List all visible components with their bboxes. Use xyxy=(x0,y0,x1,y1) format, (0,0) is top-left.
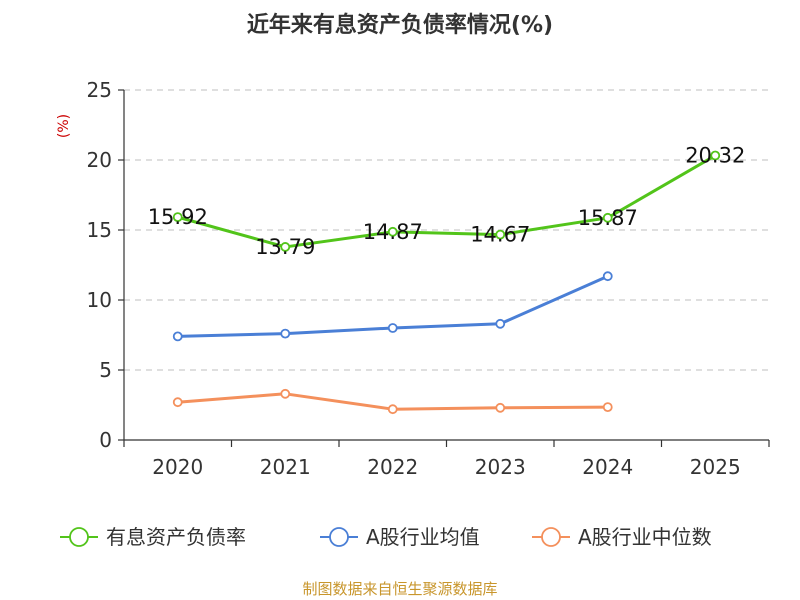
data-point xyxy=(280,388,291,399)
y-tick-label: 20 xyxy=(87,148,112,172)
source-note: 制图数据来自恒生聚源数据库 xyxy=(302,580,497,598)
legend-label: A股行业中位数 xyxy=(578,525,712,549)
data-point xyxy=(387,323,398,333)
grid-lines xyxy=(124,89,769,371)
data-point xyxy=(387,404,398,415)
data-point xyxy=(495,229,506,240)
legend-marker xyxy=(69,527,89,547)
data-label: 14.67 xyxy=(470,223,530,247)
y-tick-label: 0 xyxy=(99,428,112,452)
y-tick-label: 25 xyxy=(87,78,112,102)
data-point xyxy=(602,402,613,413)
legend[interactable]: 有息资产负债率 A股行业均值 A股行业中位数 xyxy=(60,525,712,549)
legend-marker xyxy=(541,527,561,547)
axes xyxy=(118,89,770,447)
legend-item-2[interactable]: A股行业均值 xyxy=(320,525,480,549)
data-label: 20.32 xyxy=(685,144,745,168)
x-tick-label: 2022 xyxy=(367,455,418,479)
x-tick-label: 2025 xyxy=(690,455,741,479)
x-tick-labels: 2020 2021 2022 2023 2024 2025 xyxy=(152,455,740,479)
y-tick-label: 5 xyxy=(99,358,112,382)
data-point xyxy=(172,397,183,408)
data-labels: 15.92 13.79 14.87 14.67 15.87 20.32 xyxy=(148,144,746,259)
chart-title: 近年来有息资产负债率情况(%) xyxy=(247,12,553,38)
data-point xyxy=(710,150,721,161)
y-axis-unit: (%) xyxy=(56,114,72,138)
data-point xyxy=(172,212,183,223)
legend-item-1[interactable]: 有息资产负债率 xyxy=(60,525,246,549)
series-line-1 xyxy=(177,154,717,249)
data-label: 14.87 xyxy=(363,220,423,244)
data-label: 15.87 xyxy=(578,206,638,230)
legend-label: A股行业均值 xyxy=(366,525,480,549)
data-point xyxy=(172,331,183,342)
x-tick-label: 2023 xyxy=(475,455,526,479)
legend-label: 有息资产负债率 xyxy=(106,525,246,549)
data-point xyxy=(495,318,506,329)
series-layer xyxy=(172,150,721,415)
data-point xyxy=(387,226,398,237)
data-label: 15.92 xyxy=(148,205,208,229)
legend-marker xyxy=(329,527,349,547)
legend-item-3[interactable]: A股行业中位数 xyxy=(532,525,712,549)
x-tick-label: 2021 xyxy=(260,455,311,479)
data-point xyxy=(280,328,291,339)
data-label: 13.79 xyxy=(255,235,315,259)
y-tick-label: 15 xyxy=(87,218,112,242)
y-tick-labels: 0 5 10 15 20 25 xyxy=(87,78,112,452)
data-point xyxy=(602,212,613,223)
data-point xyxy=(495,402,506,413)
y-tick-label: 10 xyxy=(87,288,112,312)
data-point xyxy=(280,242,291,252)
data-point xyxy=(602,271,613,282)
x-tick-label: 2020 xyxy=(152,455,203,479)
x-tick-label: 2024 xyxy=(582,455,633,479)
